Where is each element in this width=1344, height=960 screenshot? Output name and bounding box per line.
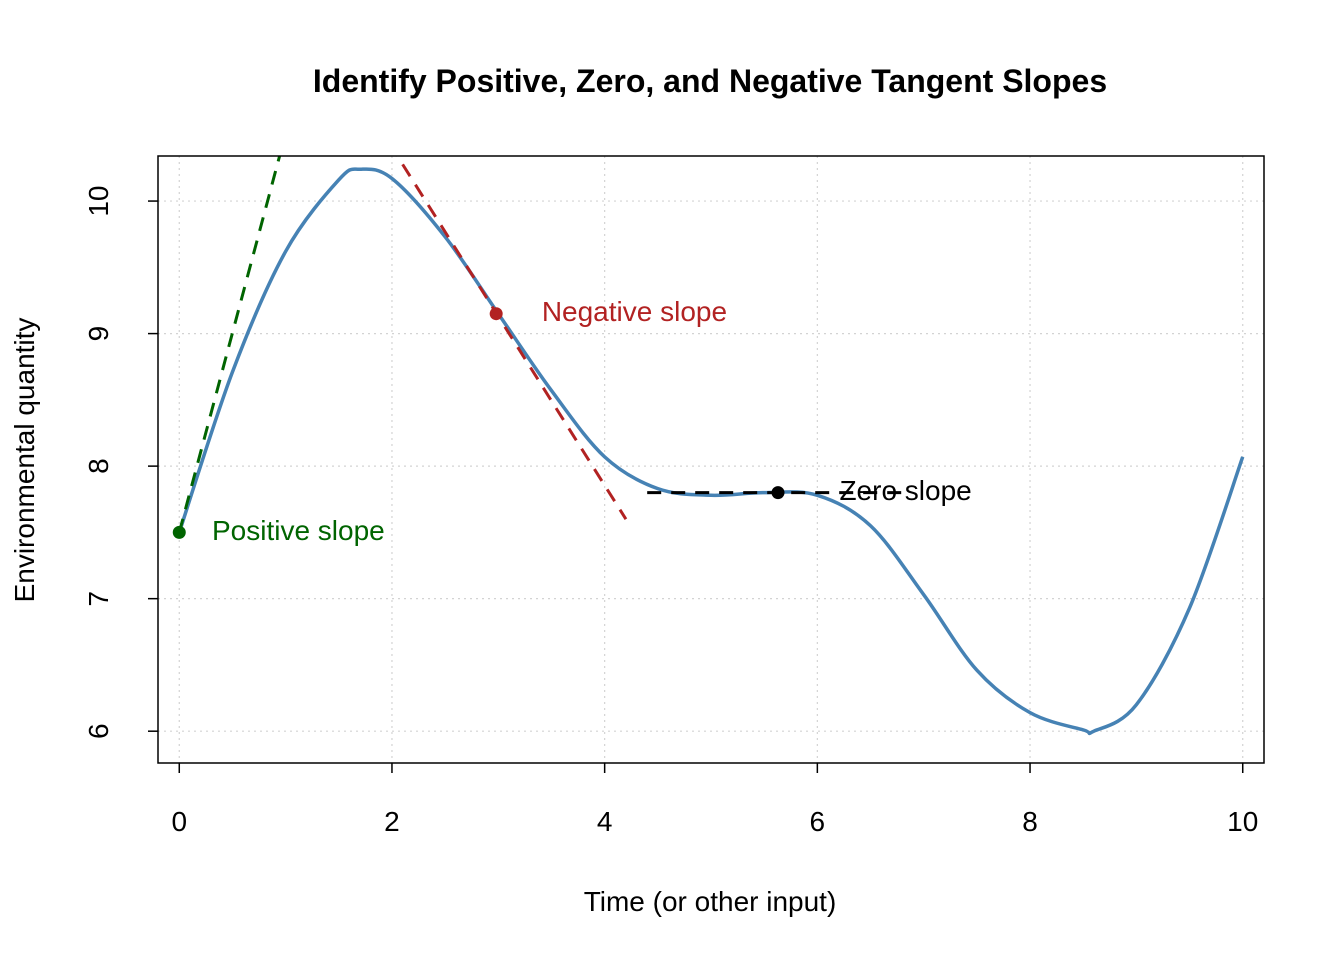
plot-frame xyxy=(157,155,1265,764)
tangent-line-positive-slope xyxy=(177,156,282,533)
x-axis-label: Time (or other input) xyxy=(584,886,837,917)
y-tick-label: 9 xyxy=(83,326,114,342)
y-tick-label: 8 xyxy=(83,458,114,474)
y-tick-label: 6 xyxy=(83,723,114,739)
grid xyxy=(158,156,1264,763)
annotation-positive-slope: Positive slope xyxy=(212,515,385,546)
y-tick-label: 7 xyxy=(83,591,114,607)
y-tick-label: 10 xyxy=(83,185,114,216)
annotation-layer: Positive slope Negative slope Zero slope xyxy=(212,296,972,546)
tangent-layer xyxy=(177,156,908,533)
x-tick-label: 2 xyxy=(384,806,400,837)
tangent-point-negative-slope xyxy=(489,307,503,321)
chart-title: Identify Positive, Zero, and Negative Ta… xyxy=(313,63,1107,99)
x-tick-label: 8 xyxy=(1022,806,1038,837)
x-tick-label: 0 xyxy=(171,806,187,837)
tangent-point-zero-slope xyxy=(771,486,785,500)
annotation-zero-slope: Zero slope xyxy=(839,475,971,506)
x-tick-label: 4 xyxy=(597,806,613,837)
tangent-line-negative-slope xyxy=(395,156,628,520)
x-axis: 0 2 4 6 8 10 xyxy=(171,763,1258,837)
point-layer xyxy=(172,307,785,539)
tangent-point-positive-slope xyxy=(172,525,186,539)
y-axis: 6 7 8 9 10 xyxy=(83,185,158,739)
annotation-negative-slope: Negative slope xyxy=(542,296,727,327)
x-tick-label: 10 xyxy=(1227,806,1258,837)
series-line-curve xyxy=(177,167,1245,736)
curve-layer xyxy=(177,167,1245,736)
x-tick-label: 6 xyxy=(810,806,826,837)
y-axis-label: Environmental quantity xyxy=(9,318,40,603)
